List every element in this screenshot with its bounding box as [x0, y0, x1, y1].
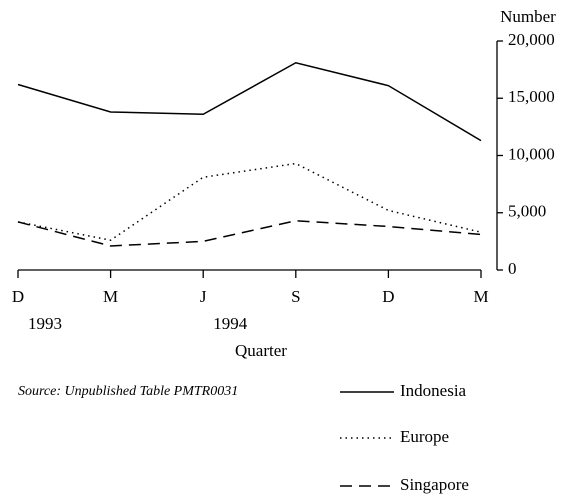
x-group-label: 1994: [213, 314, 248, 333]
x-tick-label: J: [200, 287, 207, 306]
x-group-label: 1993: [28, 314, 62, 333]
y-tick-label: 5,000: [508, 202, 546, 221]
y-axis-label: Number: [500, 7, 556, 26]
legend-label: Singapore: [400, 475, 469, 494]
source-note: Source: Unpublished Table PMTR0031: [18, 384, 238, 399]
x-tick-label: M: [473, 287, 488, 306]
series-line: [17, 220, 482, 247]
y-tick-label: 0: [508, 259, 517, 278]
y-tick-label: 20,000: [508, 30, 555, 49]
x-tick-label: D: [12, 287, 24, 306]
series-line: [17, 162, 482, 242]
series-line: [17, 61, 482, 142]
x-tick-label: D: [382, 287, 394, 306]
x-tick-label: S: [291, 287, 300, 306]
legend-label: Indonesia: [400, 381, 467, 400]
x-tick-label: M: [103, 287, 118, 306]
x-axis-label: Quarter: [235, 341, 287, 360]
y-tick-label: 10,000: [508, 144, 555, 163]
y-tick-label: 15,000: [508, 87, 555, 106]
legend-label: Europe: [400, 427, 449, 446]
